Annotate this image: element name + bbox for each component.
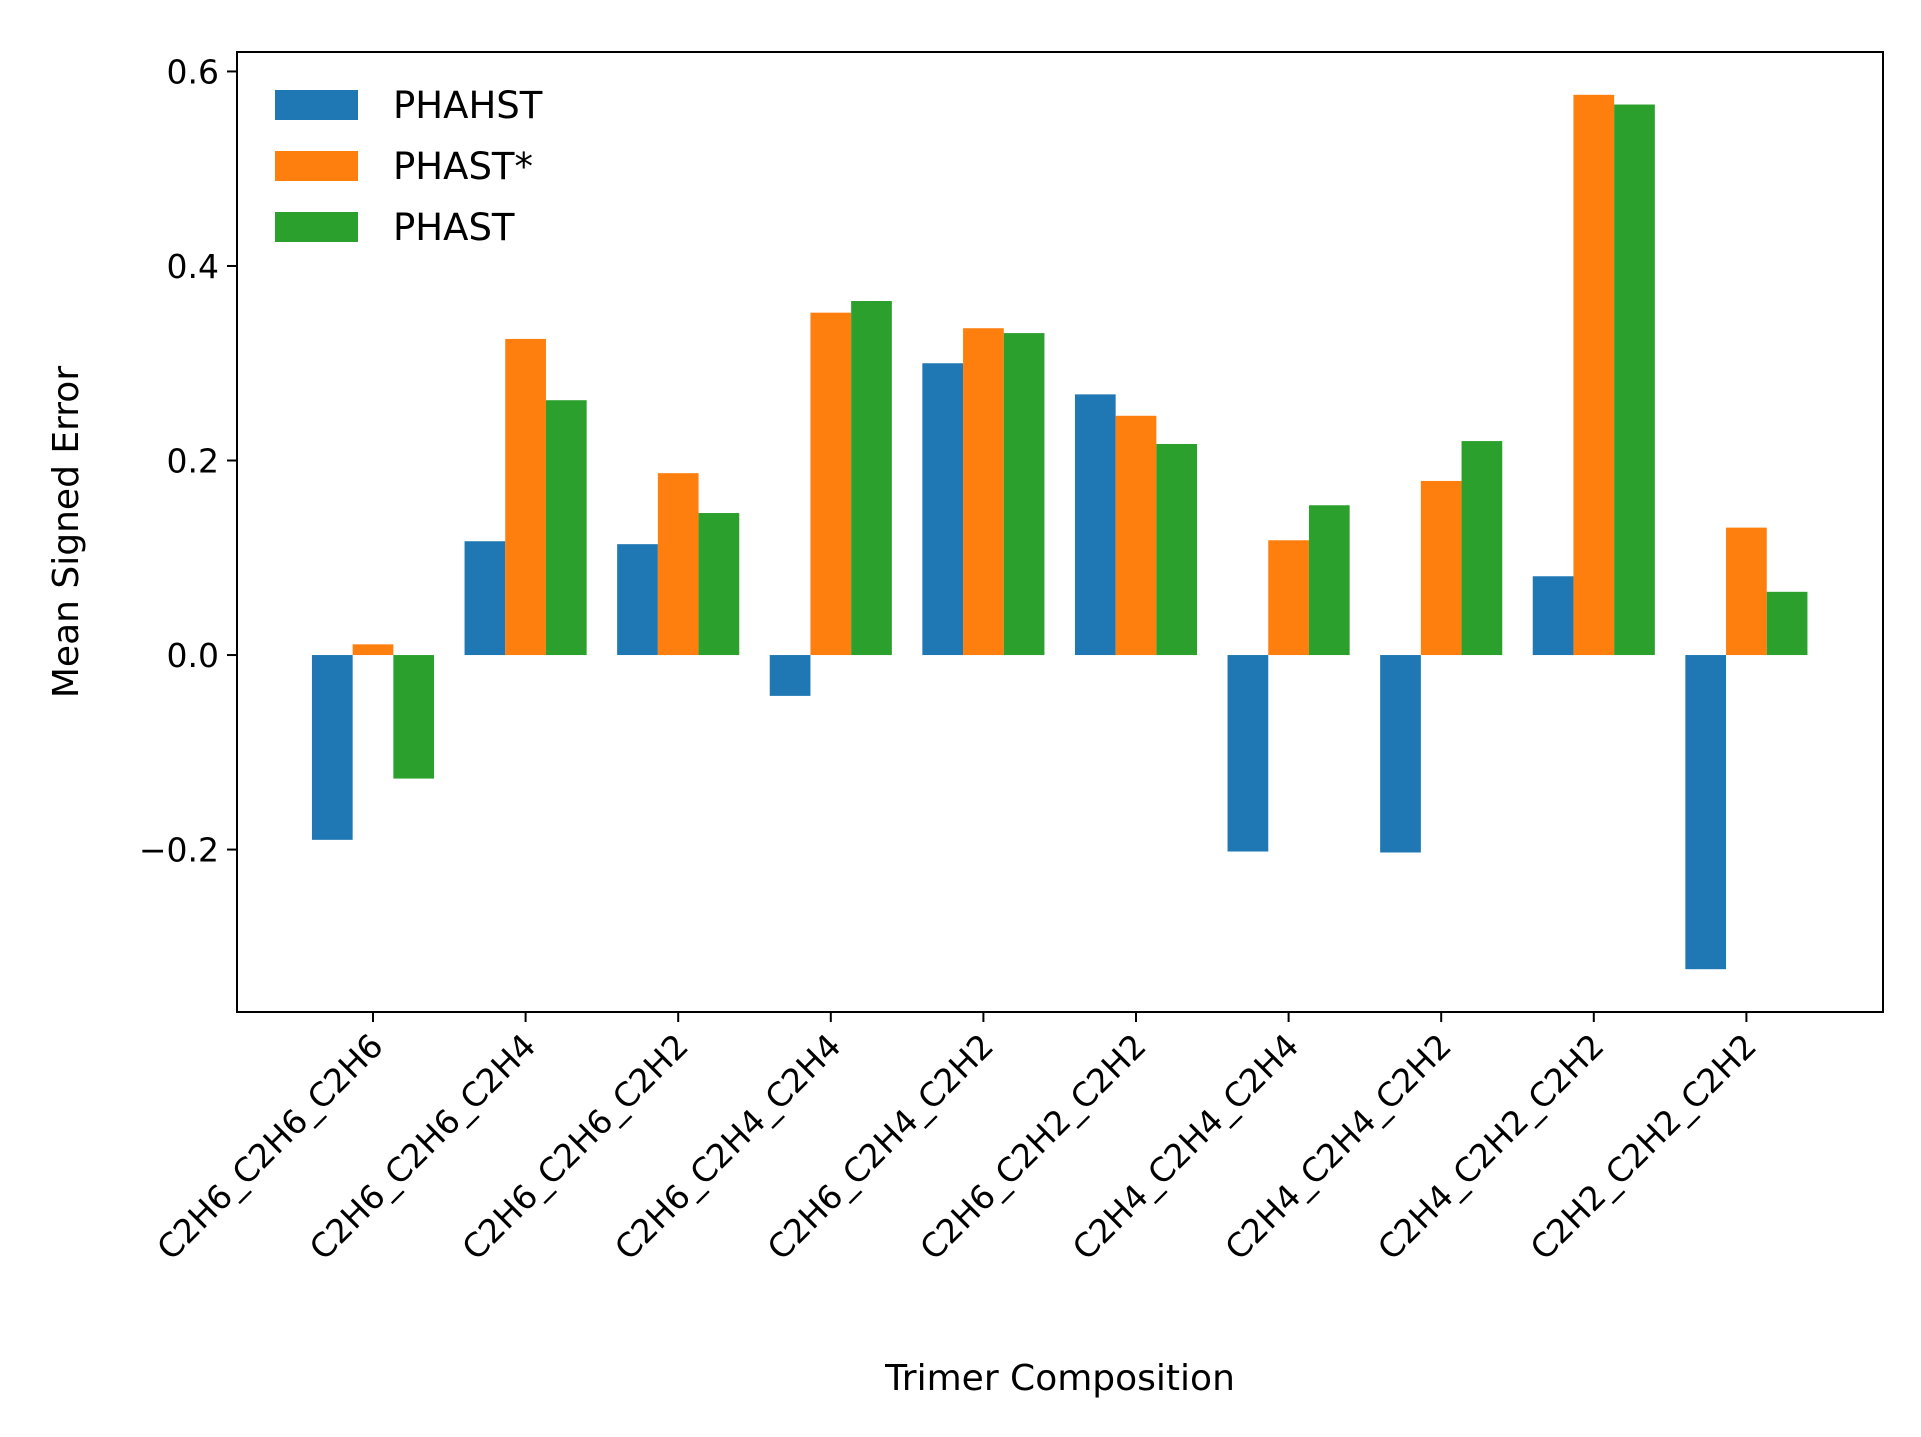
y-axis-title: Mean Signed Error: [46, 366, 87, 698]
legend-swatch: [275, 212, 358, 242]
bar-phast-c2h6_c2h6_c2h6: [393, 655, 435, 779]
bar-phast-c2h6_c2h4_c2h4: [851, 301, 892, 656]
bar-phahst-c2h6_c2h4_c2h2: [922, 363, 964, 656]
bar-phahst-c2h2_c2h2_c2h2: [1685, 655, 1727, 970]
legend-swatch: [275, 151, 358, 181]
bar-phahst-c2h6_c2h2_c2h2: [1074, 394, 1116, 656]
y-axis: −0.2 0.0 0.2 0.4 0.6: [139, 52, 237, 870]
y-tick-label: 0.0: [167, 636, 219, 675]
bar-phast-c2h2_c2h2_c2h2: [1766, 591, 1808, 656]
bar-phast-c2h6_c2h6_c2h4: [545, 400, 587, 656]
bar-phast-c2h6_c2h2_c2h2: [1156, 443, 1198, 656]
bar-phast-star-c2h6_c2h4_c2h4: [810, 312, 852, 656]
y-tick-label: −0.2: [139, 831, 219, 870]
legend: PHAHST PHAST* PHAST: [275, 84, 543, 249]
bar-phast-c2h4_c2h2_c2h2: [1614, 104, 1655, 656]
bar-phahst-c2h6_c2h6_c2h2: [617, 544, 658, 656]
bar-phahst-c2h6_c2h6_c2h6: [311, 655, 353, 840]
bar-phast-c2h4_c2h4_c2h4: [1308, 505, 1350, 656]
bar-phast-star-c2h6_c2h4_c2h2: [963, 328, 1004, 656]
bar-phast-star-c2h6_c2h6_c2h6: [352, 644, 394, 656]
legend-label: PHAST: [393, 206, 515, 249]
bar-phast-star-c2h4_c2h4_c2h2: [1420, 480, 1462, 656]
y-tick-label: 0.4: [167, 247, 219, 286]
bar-phast-c2h4_c2h4_c2h2: [1461, 441, 1503, 656]
bar-phahst-c2h4_c2h2_c2h2: [1532, 576, 1574, 656]
legend-label: PHAST*: [393, 145, 533, 188]
y-tick-label: 0.6: [167, 52, 219, 91]
bar-phast-c2h6_c2h6_c2h2: [698, 513, 740, 656]
bar-phahst-c2h4_c2h4_c2h4: [1227, 655, 1269, 852]
legend-label: PHAHST: [393, 84, 543, 127]
bar-phahst-c2h6_c2h6_c2h4: [464, 541, 506, 656]
bar-phahst-c2h4_c2h4_c2h2: [1380, 655, 1421, 853]
bar-phast-star-c2h6_c2h6_c2h4: [505, 338, 546, 656]
bars-group: [311, 94, 1808, 970]
plot-frame: [236, 51, 1884, 1013]
bar-phast-star-c2h6_c2h2_c2h2: [1115, 415, 1157, 656]
x-axis-title: Trimer Composition: [884, 1358, 1235, 1399]
y-tick-label: 0.2: [167, 442, 219, 481]
bar-phast-star-c2h4_c2h2_c2h2: [1573, 94, 1615, 656]
bar-phast-star-c2h2_c2h2_c2h2: [1726, 527, 1767, 656]
bar-phast-c2h6_c2h4_c2h2: [1003, 333, 1045, 656]
legend-swatch: [275, 90, 358, 120]
bar-phast-star-c2h4_c2h4_c2h4: [1268, 540, 1309, 656]
bar-phahst-c2h6_c2h4_c2h4: [769, 655, 811, 696]
bar-phast-star-c2h6_c2h6_c2h2: [657, 473, 699, 656]
